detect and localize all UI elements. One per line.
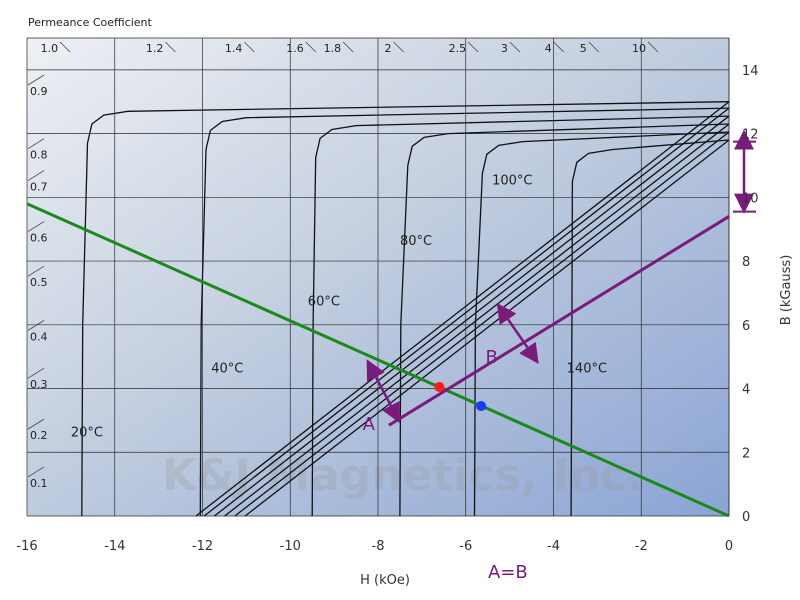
y-tick-label: 14: [742, 64, 759, 79]
pc-top-label: 1.4: [225, 42, 243, 55]
x-tick-label: 0: [725, 539, 733, 554]
demag-curve-knee: [311, 115, 730, 517]
x-tick-label: -10: [280, 539, 301, 554]
x-tick-label: -12: [192, 539, 213, 554]
watermark: K&J Magnetics, Inc.: [162, 450, 643, 501]
pc-top-label: 2.5: [449, 42, 467, 55]
temperature-label: 140°C: [567, 362, 607, 377]
y-tick-label: 10: [742, 191, 759, 206]
pc-left-label: 0.4: [30, 330, 48, 343]
pc-ticks: [27, 41, 659, 478]
pc-top-label: 1.6: [286, 42, 304, 55]
pc-top-label: 3: [501, 42, 508, 55]
operating-point-red: [434, 381, 445, 392]
shifted-line: [388, 215, 730, 427]
arrow-a: [366, 359, 401, 424]
pc-top-label: 1.2: [146, 42, 164, 55]
pc-left-tick: [27, 170, 45, 181]
pc-top-label: 5: [580, 42, 587, 55]
overlay: [26, 129, 756, 518]
pc-top-tick: [59, 41, 71, 53]
recoil-segment: [224, 123, 730, 517]
pc-left-label: 0.8: [30, 149, 48, 162]
pc-left-tick: [27, 367, 45, 379]
y-tick-label: 4: [742, 383, 750, 398]
y-tick-label: 12: [742, 128, 759, 143]
pc-top-label: 1.8: [324, 42, 342, 55]
pc-left-label: 0.6: [30, 232, 48, 245]
pc-left-label: 0.1: [30, 477, 48, 490]
x-tick-label: -2: [635, 539, 648, 554]
labels: -16 -14 -12 -10 -8 -6 -4 -2 00 2 4 6 8 10 12 14 1.0 1.2 1.…: [16, 42, 758, 554]
demagnetization-curves: [81, 101, 730, 517]
recoil-segment: [213, 115, 730, 517]
y-tick-label: 8: [742, 255, 750, 270]
pc-top-label: 10: [632, 42, 646, 55]
y-tick-label: 6: [742, 319, 750, 334]
pc-top-label: 4: [545, 42, 552, 55]
pc-top-label: 2: [385, 42, 392, 55]
pc-left-label: 0.7: [30, 181, 48, 194]
y-axis-title: B (kGauss): [779, 255, 794, 326]
x-axis-title: H (kOe): [360, 573, 410, 588]
pc-top-label: 1.0: [41, 42, 59, 55]
x-tick-label: -6: [459, 539, 472, 554]
pc-top-tick: [553, 41, 564, 53]
arrow-b: [496, 302, 539, 364]
pc-axis-title: Permeance Coefficient: [28, 16, 153, 29]
label-b: B: [485, 347, 497, 368]
y-tick-label: 0: [742, 510, 750, 525]
pc-top-tick: [342, 41, 354, 53]
x-tick-label: -4: [547, 539, 560, 554]
temperature-label: 80°C: [400, 234, 432, 249]
x-tick-label: -14: [104, 539, 125, 554]
pc-top-tick: [588, 41, 600, 53]
pc-left-tick: [27, 138, 45, 150]
recoil-segment: [234, 131, 730, 517]
caption: A=B: [488, 562, 528, 583]
operating-point-blue: [476, 401, 487, 412]
pc-top-tick: [393, 41, 404, 53]
pc-left-label: 0.5: [30, 276, 48, 289]
pc-top-tick: [467, 41, 479, 53]
pc-top-tick: [165, 41, 176, 53]
pc-top-tick: [305, 41, 317, 53]
pc-left-tick: [27, 320, 45, 331]
pc-left-label: 0.3: [30, 378, 48, 391]
x-tick-label: -16: [16, 539, 37, 554]
temperature-label: 20°C: [71, 425, 103, 440]
demag-curve-knee: [81, 101, 730, 517]
pc-top-tick: [244, 41, 255, 53]
recoil-segment: [195, 101, 730, 517]
pc-left-tick: [27, 265, 45, 277]
recoil-segment: [203, 107, 730, 517]
demag-curve-knee: [473, 131, 730, 517]
pc-top-tick: [647, 41, 659, 53]
temperature-label: 40°C: [211, 362, 243, 377]
pc-left-label: 0.9: [30, 85, 48, 98]
pc-top-tick: [509, 41, 521, 53]
pc-left-tick: [27, 466, 45, 478]
demag-curve-knee: [399, 123, 730, 517]
demag-curve-knee: [199, 107, 730, 517]
pc-left-tick: [27, 74, 45, 86]
pc-left-tick: [27, 221, 45, 232]
pc-left-tick: [27, 418, 45, 430]
x-tick-label: -8: [372, 539, 385, 554]
temperature-label: 100°C: [492, 174, 532, 189]
y-tick-label: 2: [742, 446, 750, 461]
label-a: A: [363, 414, 376, 435]
pc-left-label: 0.2: [30, 429, 48, 442]
demag-curve-knee: [570, 139, 730, 517]
recoil-segment: [244, 139, 730, 517]
temperature-label: 60°C: [308, 295, 340, 310]
